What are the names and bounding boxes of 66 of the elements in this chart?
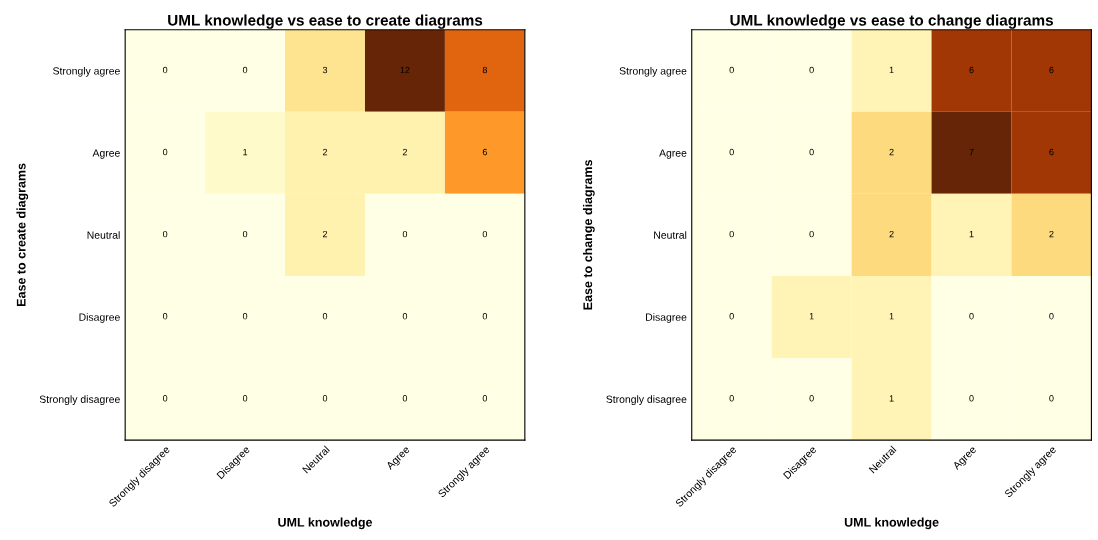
data-label: 0 [402, 230, 408, 238]
data-label: 1 [889, 66, 894, 74]
data-label: 0 [402, 395, 408, 402]
data-label: 0 [162, 313, 168, 320]
data-label: 0 [322, 313, 328, 320]
data-label: 2 [1049, 230, 1054, 238]
data-label: 0 [162, 148, 168, 156]
data-label: 0 [242, 230, 248, 238]
y-tick-label: Strongly disagree [39, 395, 120, 405]
data-label: 0 [729, 148, 734, 156]
x-axis-title: UML knowledge [278, 517, 373, 530]
data-label: 0 [242, 313, 248, 320]
data-label: 0 [482, 313, 488, 320]
data-label: 0 [482, 395, 488, 402]
y-tick-label: Disagree [79, 313, 120, 323]
data-label: 0 [402, 313, 408, 320]
data-label: 2 [322, 148, 328, 156]
data-label: 0 [809, 230, 814, 238]
data-label: 2 [889, 148, 894, 156]
data-label: 8 [482, 66, 487, 74]
y-tick-label: Neutral [654, 231, 687, 239]
data-label: 6 [1049, 66, 1054, 74]
data-label: 0 [242, 66, 248, 74]
data-label: 2 [322, 230, 328, 238]
data-label: 1 [889, 313, 894, 320]
data-label: 0 [162, 230, 168, 238]
data-label: 6 [1049, 148, 1054, 156]
data-label: 3 [322, 66, 328, 74]
y-tick-label: Agree [92, 149, 120, 159]
data-label: 0 [482, 230, 488, 238]
data-label: 7 [969, 148, 974, 156]
data-label: 6 [482, 148, 487, 156]
chart-title: UML knowledge vs ease to create diagrams [168, 14, 483, 29]
data-label: 6 [969, 66, 974, 74]
data-label: 0 [162, 66, 168, 74]
chart-title: UML knowledge vs ease to change diagrams [730, 14, 1053, 29]
y-tick-label: Agree [659, 149, 687, 159]
y-tick-label: Strongly agree [619, 66, 687, 77]
data-label: 0 [729, 395, 734, 402]
data-label: 0 [969, 313, 974, 320]
data-label: 2 [889, 230, 894, 238]
y-tick-label: Neutral [87, 231, 120, 239]
data-label: 0 [729, 313, 734, 320]
y-axis-title: Ease to create diagrams [16, 163, 29, 306]
data-label: 0 [162, 395, 168, 402]
data-label: 0 [242, 395, 248, 402]
data-label: 0 [1049, 313, 1054, 320]
data-label: 1 [889, 395, 894, 402]
data-label: 0 [969, 395, 974, 402]
data-label: 1 [969, 231, 974, 238]
data-label: 12 [400, 66, 410, 74]
y-tick-label: Strongly agree [53, 66, 120, 77]
y-tick-label: Disagree [646, 313, 687, 323]
x-axis-title: UML knowledge [844, 517, 939, 530]
data-label: 0 [729, 230, 734, 238]
data-label: 1 [809, 313, 814, 320]
data-label: 0 [322, 395, 328, 402]
data-label: 2 [402, 148, 407, 156]
data-label: 0 [809, 66, 814, 74]
data-label: 1 [243, 148, 248, 156]
data-label: 0 [1049, 395, 1054, 402]
y-axis-title: Ease to change diagrams [583, 160, 595, 310]
data-label: 0 [809, 148, 814, 156]
y-tick-label: Strongly disagree [606, 395, 687, 405]
data-label: 0 [729, 66, 734, 74]
data-label: 0 [809, 395, 814, 402]
